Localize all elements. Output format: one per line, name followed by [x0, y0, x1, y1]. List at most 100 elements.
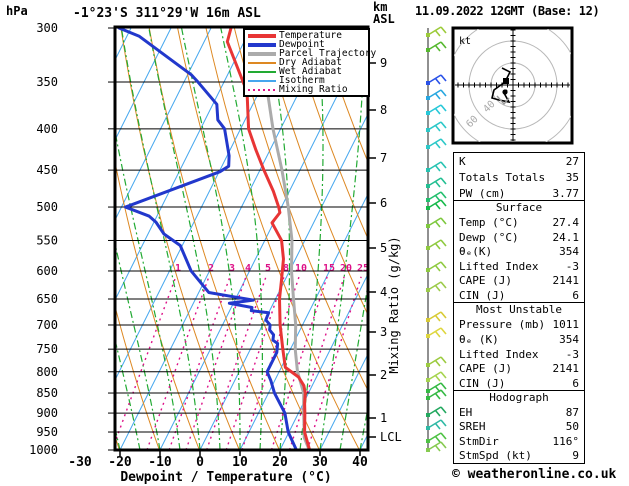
plot-border: [113, 25, 370, 452]
legend-item: Dry Adiabat: [245, 57, 368, 67]
indices-row: CAPE (J) 2141: [454, 361, 584, 376]
line-mark: [434, 392, 441, 400]
pressure-tick-label: 650: [36, 292, 58, 306]
pressure-tick-label: 700: [36, 318, 58, 332]
indices-row-value: 50: [565, 420, 579, 434]
hodograph-unit: kt: [459, 36, 471, 47]
mixing-axis-title: Mixing Ratio (g/kg): [387, 236, 401, 373]
isotherm-line: [115, 27, 172, 142]
line-mark: [440, 199, 447, 207]
run-date: 11.09.2022 12GMT (Base: 12): [415, 4, 600, 18]
indices-row: StmSpd (kt) 9: [454, 449, 584, 463]
pressure-tick-label: 850: [36, 386, 58, 400]
indices-row-label: EH: [459, 406, 473, 420]
dry-adiabat-line: [318, 27, 368, 164]
line-mark: [440, 41, 447, 49]
mixing-ratio-value: 15: [323, 263, 335, 274]
line-mark: [440, 217, 447, 225]
line-mark: [434, 194, 441, 202]
legend-item: Temperature: [245, 29, 368, 41]
line-mark: [440, 104, 447, 112]
km-tick-label: 2: [380, 368, 387, 382]
line-mark: [427, 161, 442, 171]
indices-row: K 27: [454, 153, 584, 169]
line-mark: [427, 432, 442, 442]
isotherm-line: [159, 32, 368, 451]
line-mark: [427, 371, 442, 381]
line-mark: [427, 138, 442, 148]
line-mark: [427, 281, 442, 291]
line-mark: [427, 177, 442, 187]
indices-row-label: θₑ(K): [459, 245, 493, 259]
hodograph-trace: [491, 67, 512, 104]
pressure-tick-label: 1000: [29, 443, 58, 457]
line-mark: [434, 374, 441, 382]
wind-barb: [426, 406, 447, 417]
indices-row-value: 27.4: [552, 216, 580, 230]
wind-barb: [426, 161, 447, 172]
mixing-ratio-line: [306, 276, 362, 451]
line-mark: [440, 89, 447, 97]
wet-adiabat-line: [0, 28, 40, 450]
indices-row-value: -3: [565, 347, 579, 361]
legend-swatch-dry-adiabat: [248, 61, 276, 64]
mixing-ratio-value: 3: [229, 263, 235, 274]
wind-barb: [426, 26, 447, 37]
wind-barb: [426, 371, 447, 382]
wet-adiabat-line: [115, 241, 161, 451]
dry-adiabat-line: [290, 27, 368, 240]
pressure-tick-label: 500: [36, 200, 58, 214]
lcl-label: LCL: [380, 430, 402, 444]
line-mark: [427, 356, 442, 366]
indices-box: Most Unstable Pressure (mb) 1011 θₑ (K) 354 L…: [453, 302, 585, 392]
indices-row-label: CAPE (J): [459, 274, 512, 288]
wind-barb: [426, 41, 447, 52]
line-mark: [440, 327, 447, 335]
pressure-tick-label: 550: [36, 233, 58, 247]
indices-row: θₑ (K) 354: [454, 332, 584, 347]
indices-row-label: Lifted Index: [459, 347, 539, 361]
x-axis-title: Dewpoint / Temperature (°C): [120, 470, 331, 485]
legend-swatch-isotherm: [248, 79, 276, 82]
wet-adiabat-line: [0, 28, 20, 450]
line-mark: [440, 382, 447, 390]
line-mark: [440, 389, 447, 397]
line-mark: [434, 29, 441, 37]
indices-row-value: 87: [565, 406, 579, 420]
indices-row: EH 87: [454, 405, 584, 419]
mixing-ratio-value: 2: [208, 263, 214, 274]
wind-barb: [426, 239, 447, 250]
legend-label: Temperature: [279, 29, 342, 41]
indices-row-label: PW (cm): [459, 186, 506, 200]
wet-adiabat-line: [115, 337, 141, 451]
line-mark: [440, 281, 447, 289]
line-mark: [427, 199, 442, 209]
indices-row: SREH 50: [454, 420, 584, 434]
isotherm-line: [115, 27, 132, 62]
legend-swatch-wet-adiabat: [248, 70, 276, 73]
legend-label: Isotherm: [279, 74, 325, 86]
indices-row-value: 1011: [552, 318, 580, 332]
temp-tick-label: 0: [196, 455, 204, 470]
indices-row-value: 27: [565, 154, 579, 168]
line-mark: [440, 419, 447, 427]
line-mark: [440, 161, 447, 169]
temp-tick-label: -20: [108, 455, 132, 470]
mixing-ratio-value: 4: [245, 263, 251, 274]
indices-row-value: 6: [572, 288, 579, 302]
isotherm-line: [319, 352, 368, 451]
pressure-tick-label: 900: [36, 406, 58, 420]
indices-row: Dewp (°C) 24.1: [454, 230, 584, 245]
line-mark: [427, 26, 442, 36]
km-tick-label: 6: [380, 196, 387, 210]
indices-row-value: 9: [572, 449, 579, 463]
line-mark: [434, 92, 441, 100]
indices-row-value: 35: [565, 170, 579, 184]
line-mark: [427, 89, 442, 99]
km-tick-label: 3: [380, 325, 387, 339]
pressure-tick-label: 800: [36, 365, 58, 379]
legend-item: Wet Adiabat: [245, 66, 368, 76]
isotherm-line: [115, 27, 212, 222]
indices-section-header: Surface: [495, 201, 543, 214]
